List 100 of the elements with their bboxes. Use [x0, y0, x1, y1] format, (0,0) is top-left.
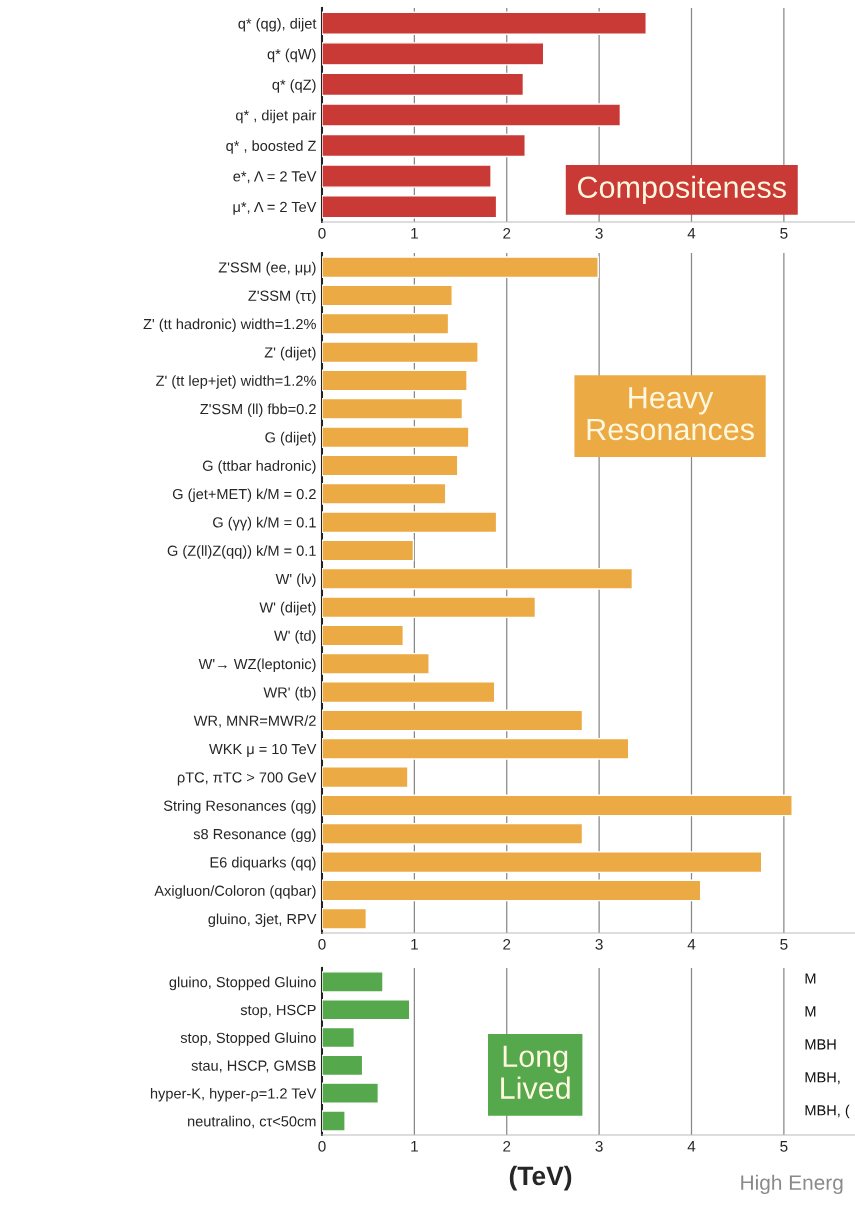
bar	[321, 794, 793, 817]
bar	[321, 971, 384, 993]
x-tick-label: 2	[503, 1140, 511, 1152]
x-tick-label: 0	[318, 938, 326, 950]
x-tick-label: 2	[503, 938, 511, 950]
y-tick-label: q* , dijet pair	[235, 109, 317, 124]
y-tick-label: Z' (tt lep+jet) width=1.2%	[156, 375, 316, 389]
y-tick-label: G (Z(ll)Z(qq)) k/M = 0.1	[167, 545, 316, 559]
bar	[321, 539, 415, 562]
bar	[321, 851, 763, 874]
y-tick-label: q* (qW)	[267, 48, 316, 63]
y-tick-label: μ*, Λ = 2 TeV	[233, 201, 317, 215]
annotation: MBH,	[805, 1072, 840, 1085]
bar	[321, 624, 404, 647]
bar	[321, 256, 599, 279]
bar	[321, 454, 459, 477]
bar	[321, 369, 468, 392]
y-tick-label: e*, Λ = 2 TeV	[233, 171, 317, 184]
bar	[321, 164, 492, 188]
y-tick-label: Z' (dijet)	[264, 346, 316, 361]
bar	[321, 133, 526, 158]
x-tick-label: 4	[687, 1141, 696, 1152]
bar	[321, 482, 447, 505]
x-tick-label: 0	[318, 1140, 326, 1152]
y-tick-label: stop, HSCP	[240, 1004, 316, 1019]
y-tick-label: E6 diquarks (qq)	[210, 856, 316, 871]
bar	[321, 879, 702, 902]
bar	[321, 1110, 346, 1132]
annotation: Heavy Resonances	[587, 387, 754, 441]
bar	[321, 596, 537, 619]
bar	[321, 766, 409, 789]
bar	[321, 737, 630, 760]
annotation: Long Lived	[501, 1045, 570, 1099]
y-tick-label: q* (qZ)	[272, 79, 316, 93]
y-tick-label: G (dijet)	[265, 431, 316, 446]
y-tick-label: gluino, 3jet, RPV	[208, 913, 317, 928]
y-tick-label: hyper-K, hyper-ρ=1.2 TeV	[150, 1087, 317, 1102]
annotation: Compositeness	[578, 175, 786, 205]
x-tick-label: 4	[687, 228, 696, 239]
text: High Energ	[741, 1174, 843, 1195]
y-tick-label: String Resonances (qg)	[163, 800, 316, 814]
x-tick-label: 1	[411, 228, 418, 239]
y-tick-label: ρTC, πTC > 700 GeV	[177, 772, 317, 786]
y-tick-label: Z' (tt hadronic) width=1.2%	[143, 318, 316, 333]
x-tick-label: 1	[411, 939, 418, 950]
y-tick-label: Z'SSM (ee, μμ)	[218, 261, 316, 276]
y-tick-label: W' (dijet)	[259, 601, 316, 616]
bar	[321, 998, 411, 1021]
y-tick-label: G (γγ) k/M = 0.1	[213, 516, 316, 531]
x-tick-label: 1	[411, 1141, 418, 1152]
bar	[321, 1082, 380, 1104]
y-tick-label: W'→ WZ(leptonic)	[198, 658, 316, 673]
bar	[321, 709, 584, 732]
bar	[321, 652, 430, 675]
y-tick-label: Axigluon/Coloron (qqbar)	[154, 885, 316, 899]
bar	[321, 312, 450, 335]
y-tick-label: q* (qg), dijet	[238, 17, 317, 32]
y-tick-label: Z'SSM (ll) fbb=0.2	[200, 403, 316, 418]
annotation: M	[805, 973, 816, 984]
y-tick-label: G (jet+MET) k/M = 0.2	[172, 488, 316, 503]
bar	[321, 72, 525, 97]
bar	[321, 1054, 364, 1077]
bar	[321, 397, 464, 420]
bar	[321, 567, 634, 590]
bar	[321, 511, 498, 534]
x-tick-label: 3	[595, 227, 603, 239]
x-tick-label: 5	[780, 1141, 788, 1152]
y-tick-label: G (ttbar hadronic)	[202, 460, 316, 474]
y-tick-label: s8 Resonance (gg)	[193, 828, 316, 843]
bar	[321, 284, 453, 307]
y-tick-label: W' (lν)	[275, 573, 316, 588]
bar	[321, 341, 479, 364]
x-tick-label: 3	[595, 1140, 603, 1152]
bar	[321, 42, 545, 66]
x-axis-title: (TeV)	[509, 1165, 572, 1191]
bar	[321, 11, 647, 35]
annotation: MBH, (	[805, 1104, 850, 1119]
x-tick-label: 3	[595, 938, 603, 950]
y-tick-label: Z'SSM (ττ)	[248, 290, 316, 304]
bar	[321, 681, 496, 704]
y-tick-label: neutralino, cτ<50cm	[188, 1115, 316, 1129]
x-tick-label: 4	[687, 939, 696, 950]
x-tick-label: 0	[318, 227, 326, 239]
x-tick-label: 5	[780, 939, 788, 950]
x-tick-label: 2	[503, 227, 511, 239]
bar	[321, 907, 368, 930]
annotation: M	[805, 1006, 816, 1017]
bar	[321, 822, 584, 845]
x-tick-label: 5	[780, 228, 788, 239]
y-tick-label: stop, Stopped Gluino	[180, 1032, 316, 1046]
bar	[321, 1026, 356, 1049]
y-tick-label: q* , boosted Z	[226, 140, 316, 154]
annotation: MBH	[805, 1039, 836, 1050]
y-tick-label: W' (td)	[274, 630, 316, 644]
bar	[321, 194, 498, 219]
y-tick-label: WR' (tb)	[263, 686, 316, 701]
bar	[321, 103, 622, 127]
y-tick-label: stau, HSCP, GMSB	[191, 1060, 316, 1073]
y-tick-label: WR, MNR=MWR/2	[193, 715, 316, 728]
y-tick-label: gluino, Stopped Gluino	[169, 976, 316, 991]
